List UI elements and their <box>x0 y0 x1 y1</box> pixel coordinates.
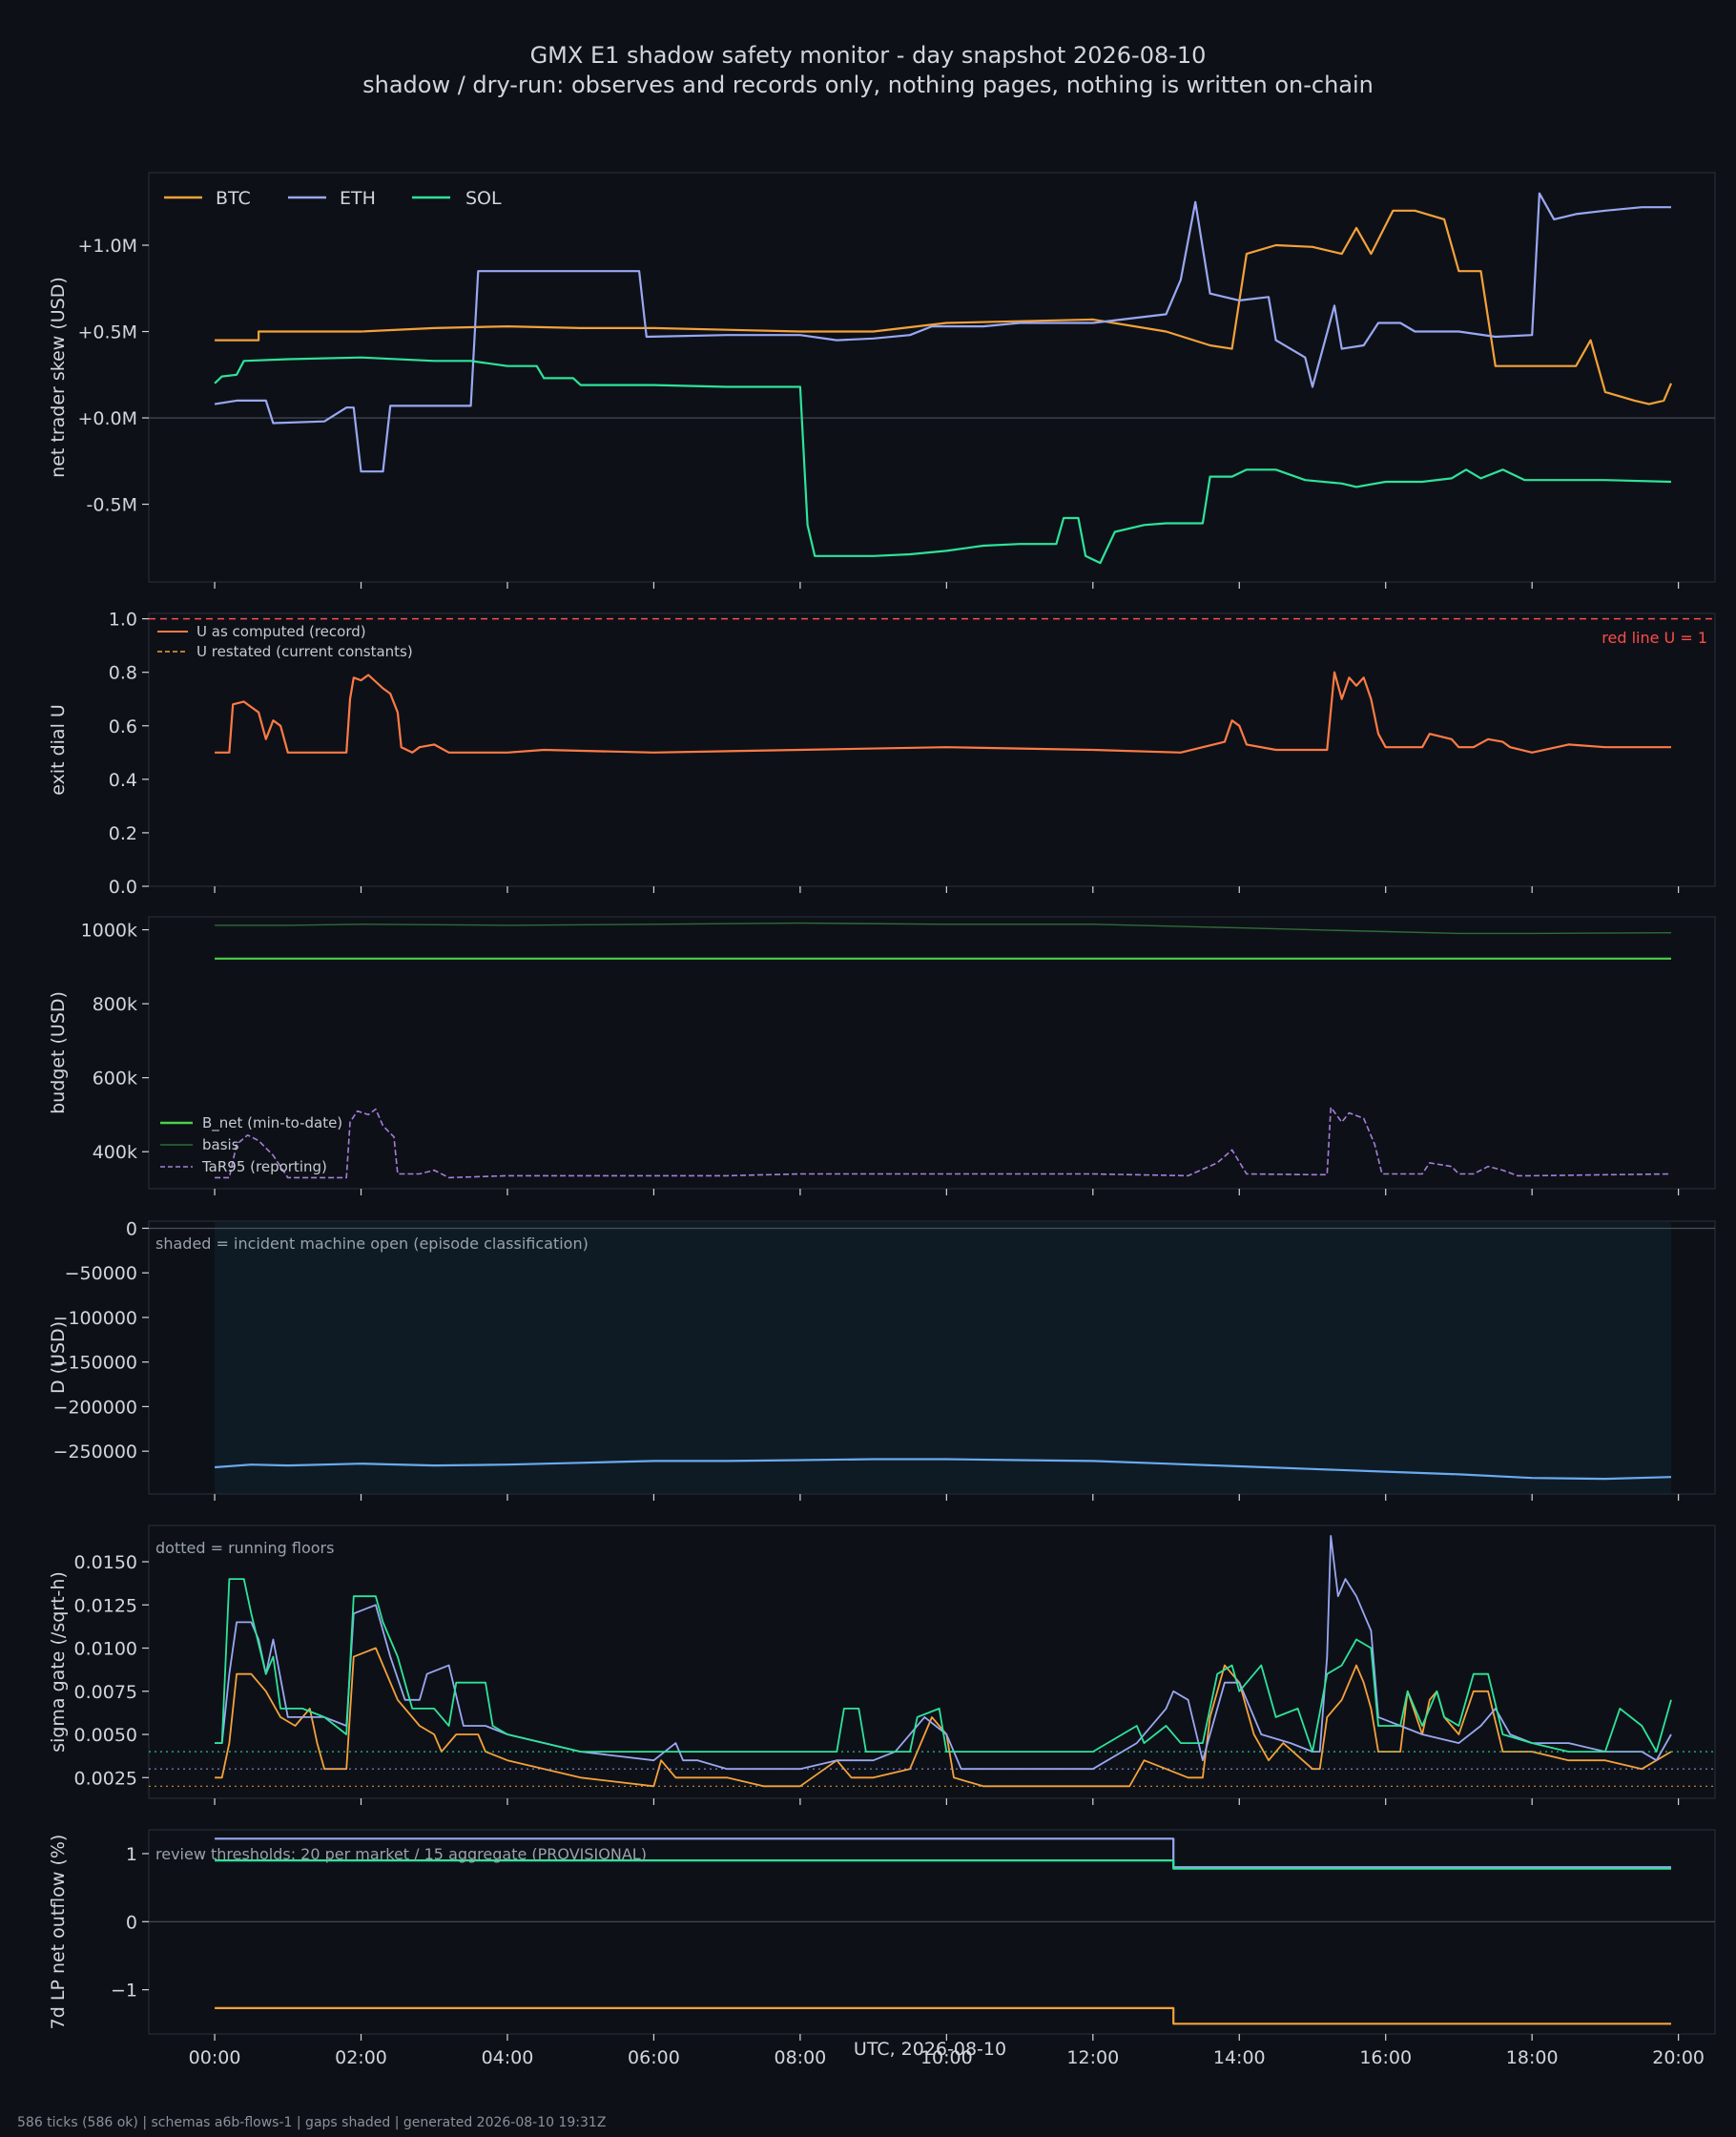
y-tick-label-0-1: +0.0M <box>77 408 137 429</box>
footer-status: 586 ticks (586 ok) | schemas a6b-flows-1… <box>17 2115 606 2130</box>
y-tick-label-5-1: 0 <box>126 1912 137 1933</box>
y-tick-label-4-3: 0.0100 <box>74 1639 137 1660</box>
y-tick-label-1-4: 0.8 <box>109 663 137 684</box>
x-tick-label-10: 20:00 <box>1652 2047 1705 2068</box>
series-2-basis <box>215 922 1672 935</box>
x-tick-label-8: 16:00 <box>1359 2047 1412 2068</box>
panel-3: −250000 −200000 −150000 −100000 −50000 0 D (US… <box>48 1218 1716 1501</box>
y-axis-label-5: 7d LP net outflow (%) <box>48 1835 69 2030</box>
legend-budget: B_net (min-to-date) basis TaR95 (reporti… <box>160 1114 342 1175</box>
x-tick-label-7: 14:00 <box>1213 2047 1266 2068</box>
legend-u: U as computed (record) U restated (curre… <box>157 623 1707 660</box>
y-tick-label-4-4: 0.0125 <box>74 1595 137 1616</box>
chart-title: GMX E1 shadow safety monitor - day snaps… <box>530 42 1207 69</box>
x-tick-label-0: 00:00 <box>189 2047 241 2068</box>
legend-label-u-record: U as computed (record) <box>196 623 366 640</box>
panel-5: −1 0 1 00:00 02:00 04:00 06:00 08:00 10:00 12:00 1… <box>48 1829 1716 2068</box>
panel-frame-5 <box>148 1829 1716 2035</box>
y-tick-label-1-3: 0.6 <box>109 716 137 737</box>
series-3-d <box>215 1458 1672 1481</box>
y-tick-label-5-2: 1 <box>126 1844 137 1865</box>
legend-label-b-net: B_net (min-to-date) <box>202 1114 342 1132</box>
y-tick-label-3-4: −50000 <box>65 1263 137 1284</box>
y-tick-label-0-0: -0.5M <box>87 495 137 516</box>
x-axis-label: UTC, 2026-08-10 <box>854 2039 1006 2060</box>
series-0-btc <box>215 209 1673 405</box>
panel-frame-4 <box>148 1525 1716 1799</box>
series-2-tar95-reporting- <box>215 1106 1672 1179</box>
legend-label-btc: BTC <box>216 188 251 209</box>
panel-4: 0.0025 0.0050 0.0075 0.0100 0.0125 0.0150sigm… <box>48 1525 1716 1805</box>
y-tick-label-1-1: 0.2 <box>109 823 137 844</box>
y-tick-label-4-5: 0.0150 <box>74 1552 137 1573</box>
panels: -0.5M +0.0M +0.5M +1.0M net trader skew (USD… <box>48 172 1716 2068</box>
y-axis-label-1: exit dial U <box>48 704 69 796</box>
y-tick-label-3-1: −200000 <box>53 1397 137 1418</box>
y-tick-label-5-0: −1 <box>111 1981 137 2002</box>
y-axis-label-3: D (USD) <box>48 1321 69 1394</box>
series-4-btc <box>215 1647 1672 1788</box>
x-tick-label-1: 02:00 <box>335 2047 387 2068</box>
red-line-annotation: red line U = 1 <box>1602 629 1707 647</box>
y-tick-label-2-0: 400k <box>93 1142 137 1163</box>
panel-1: 0.0 0.2 0.4 0.6 0.8 1.0 exit dial U <box>48 610 1716 898</box>
running-floors-note: dotted = running floors <box>155 1539 334 1557</box>
panel-2: 400k 600k 800k 1000k budget (USD) <box>48 916 1716 1195</box>
panel-frame-0 <box>148 172 1716 583</box>
x-tick-label-4: 08:00 <box>775 2047 827 2068</box>
y-tick-label-2-1: 600k <box>93 1068 137 1089</box>
y-tick-label-0-2: +0.5M <box>77 322 137 343</box>
y-tick-label-1-0: 0.0 <box>109 877 137 898</box>
y-tick-label-4-0: 0.0025 <box>74 1768 137 1789</box>
x-tick-label-6: 12:00 <box>1066 2047 1119 2068</box>
y-axis-label-2: budget (USD) <box>48 991 69 1114</box>
x-tick-label-2: 04:00 <box>482 2047 534 2068</box>
series-1-u-as-computed-record- <box>215 671 1671 754</box>
y-tick-label-3-0: −250000 <box>53 1442 137 1463</box>
chart-subtitle: shadow / dry-run: observes and records o… <box>362 72 1374 98</box>
series-5-btc <box>215 2006 1671 2025</box>
legend-label-eth: ETH <box>340 188 376 209</box>
review-thresholds-note: review thresholds: 20 per market / 15 ag… <box>155 1845 647 1863</box>
y-tick-label-1-5: 1.0 <box>109 610 137 631</box>
y-tick-label-3-5: 0 <box>126 1218 137 1239</box>
y-tick-label-1-2: 0.4 <box>109 770 137 791</box>
panel-frame-1 <box>148 612 1716 887</box>
legend-label-sol: SOL <box>465 188 502 209</box>
series-0-eth <box>214 192 1671 473</box>
y-tick-label-4-1: 0.0050 <box>74 1725 137 1746</box>
y-axis-label-4: sigma gate (/sqrt-h) <box>48 1571 69 1753</box>
y-tick-label-2-3: 1000k <box>81 921 137 942</box>
x-tick-label-3: 06:00 <box>628 2047 680 2068</box>
y-axis-label-0: net trader skew (USD) <box>48 277 69 478</box>
legend-label-basis: basis <box>202 1136 239 1153</box>
legend-label-u-restated: U restated (current constants) <box>196 643 413 660</box>
legend-skew: BTC ETH SOL <box>164 188 502 209</box>
y-tick-label-4-2: 0.0075 <box>74 1682 137 1703</box>
y-tick-label-0-3: +1.0M <box>77 236 137 257</box>
series-5-sol <box>215 1859 1671 1870</box>
series-5-eth <box>215 1837 1671 1869</box>
y-tick-label-3-2: −150000 <box>53 1353 137 1374</box>
y-tick-label-2-2: 800k <box>93 994 137 1015</box>
y-tick-label-3-3: −100000 <box>53 1308 137 1329</box>
incident-shading-note: shaded = incident machine open (episode … <box>155 1234 589 1253</box>
x-tick-label-9: 18:00 <box>1506 2047 1559 2068</box>
x-tick-label-5: 10:00 <box>920 2047 973 2068</box>
panel-frame-2 <box>148 916 1716 1190</box>
series-0-sol <box>214 356 1672 565</box>
legend-label-tar95: TaR95 (reporting) <box>201 1158 327 1175</box>
incident-shading <box>215 1222 1671 1493</box>
panel-0: -0.5M +0.0M +0.5M +1.0M net trader skew (USD… <box>48 172 1716 589</box>
